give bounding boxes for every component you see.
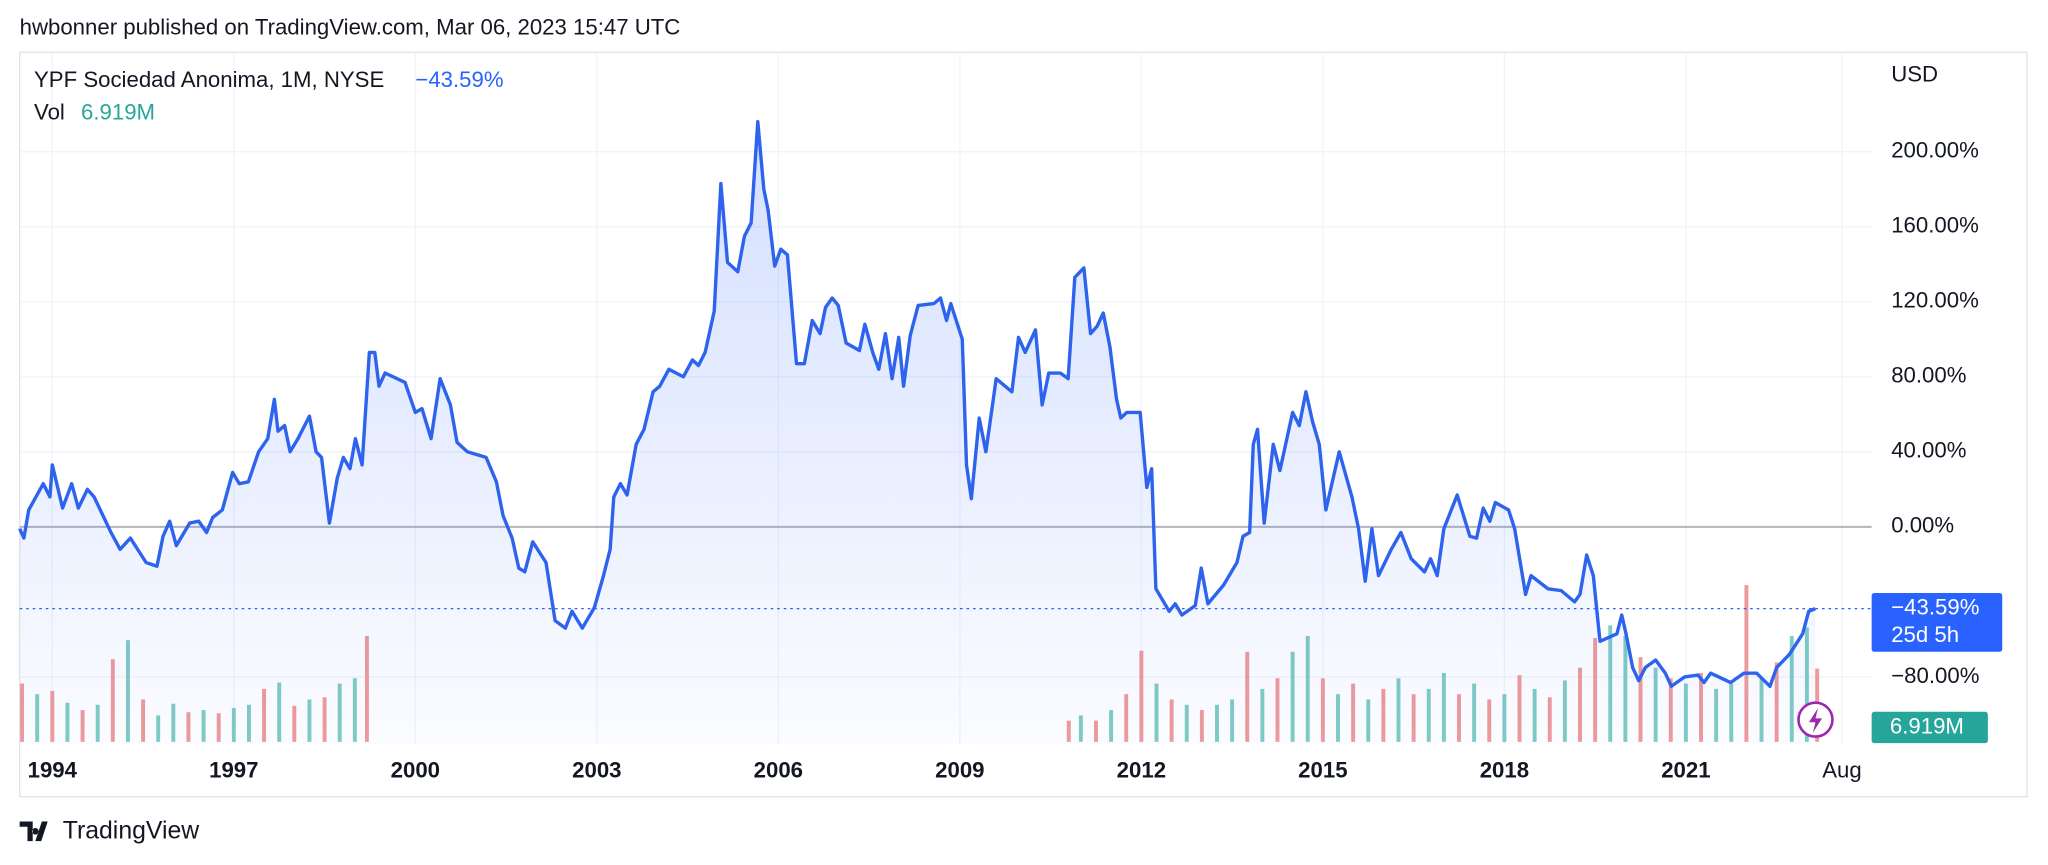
y-tick-label: 120.00% (1891, 288, 1979, 313)
volume-box (1871, 711, 1988, 744)
footer: TradingView (63, 818, 200, 845)
x-tick-label: 1994 (28, 758, 78, 783)
x-tick-label: 2003 (572, 758, 621, 783)
logo (19, 821, 48, 842)
header: hwbonner published on TradingView.com, M… (20, 15, 681, 40)
x-tick-label: 2015 (1298, 758, 1347, 783)
volume-legend-value: 6.919M (81, 99, 155, 124)
change-label: −43.59% (415, 67, 503, 92)
y-tick-label: 40.00% (1891, 438, 1966, 463)
y-tick-label: 80.00% (1891, 363, 1966, 388)
chart-frame (18, 51, 2028, 798)
plot (18, 119, 1872, 745)
lightning-icon[interactable] (1797, 701, 1834, 738)
y-tick-label: −80.00% (1891, 663, 1979, 688)
last-price-label: −43.59% (1891, 594, 1979, 619)
chart-title: YPF Sociedad Anonima, 1M, NYSE (34, 67, 384, 92)
volume-legend: Vol (34, 99, 65, 124)
volume-box-label: 6.919M (1890, 713, 1964, 738)
area (19, 121, 1816, 745)
last-price-box (1871, 592, 2003, 652)
x-tick-label: 1997 (209, 758, 258, 783)
x-tick-label: Aug (1822, 758, 1861, 783)
x-tick-label: 2006 (754, 758, 803, 783)
volume-bar (1744, 585, 1749, 742)
y-tick-label: 0.00% (1891, 513, 1954, 538)
currency: USD (1891, 62, 1938, 87)
price-line (18, 119, 1816, 688)
x-tick-label: 2009 (935, 758, 984, 783)
axis: 200.00% 160.00% 120.00% 80.00% 40.00% 0.00% −8… (28, 138, 2003, 783)
y-tick-label: 160.00% (1891, 213, 1979, 238)
x-tick-label: 2012 (1117, 758, 1166, 783)
x-tick-label: 2000 (391, 758, 440, 783)
y-tick-label: 200.00% (1891, 138, 1979, 163)
countdown: 25d 5h (1891, 622, 1959, 647)
x-tick-label: 2021 (1661, 758, 1710, 783)
x-tick-label: 2018 (1480, 758, 1529, 783)
